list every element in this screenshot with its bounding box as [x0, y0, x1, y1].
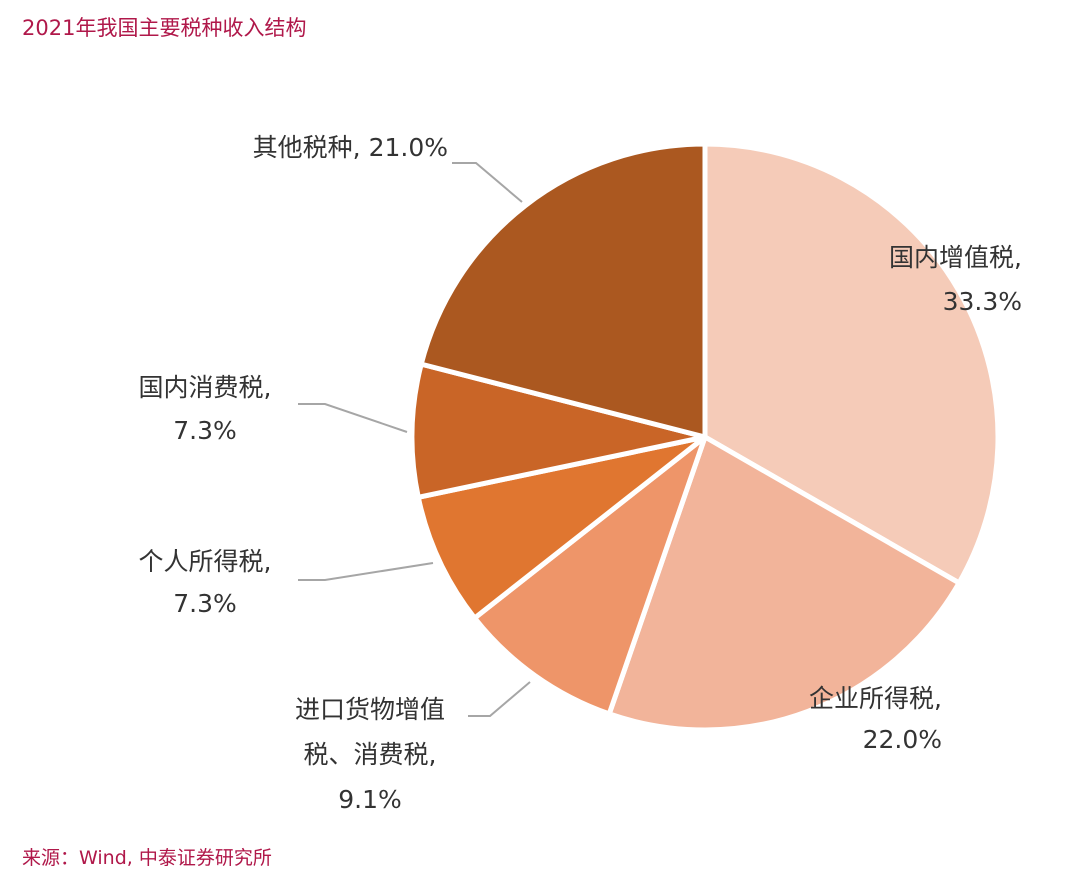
leader-line-import [468, 681, 531, 717]
leader-line-domestic-consumption [298, 403, 408, 433]
slice-label-import-vat-consumption-line-3: 9.1% [338, 785, 402, 814]
pie-slice-import-vat-consumption [472, 434, 708, 717]
pie-slice-domestic-consumption [409, 361, 708, 500]
slice-label-corporate-income-line-1: 企业所得税, [809, 684, 942, 713]
slice-label-personal-income-line-1: 个人所得税, [139, 547, 272, 576]
leader-lines [298, 162, 531, 717]
chart-title: 2021年我国主要税种收入结构 [22, 16, 307, 40]
leader-line-personal-income [298, 562, 434, 581]
pie-slice-other [418, 141, 708, 440]
pie-slices [409, 141, 1001, 733]
slice-label-other-line-1: 其他税种, 21.0% [253, 133, 448, 162]
pie-slice-domestic-vat [702, 141, 1001, 586]
slice-label-domestic-vat-line-1: 国内增值税, [889, 243, 1022, 272]
slice-label-import-vat-consumption-line-1: 进口货物增值 [295, 695, 445, 724]
slice-label-personal-income-line-2: 7.3% [173, 589, 237, 618]
slice-label-domestic-vat-line-2: 33.3% [943, 287, 1022, 316]
source-note: 来源：Wind, 中泰证券研究所 [22, 847, 272, 869]
slice-label-corporate-income-line-2: 22.0% [863, 725, 942, 754]
leader-line-other [452, 162, 523, 203]
slice-label-import-vat-consumption-line-2: 税、消费税, [304, 740, 437, 769]
slice-label-domestic-consumption-line-1: 国内消费税, [139, 373, 272, 402]
slice-label-domestic-consumption-line-2: 7.3% [173, 416, 237, 445]
pie-slice-corporate-income [606, 434, 962, 733]
